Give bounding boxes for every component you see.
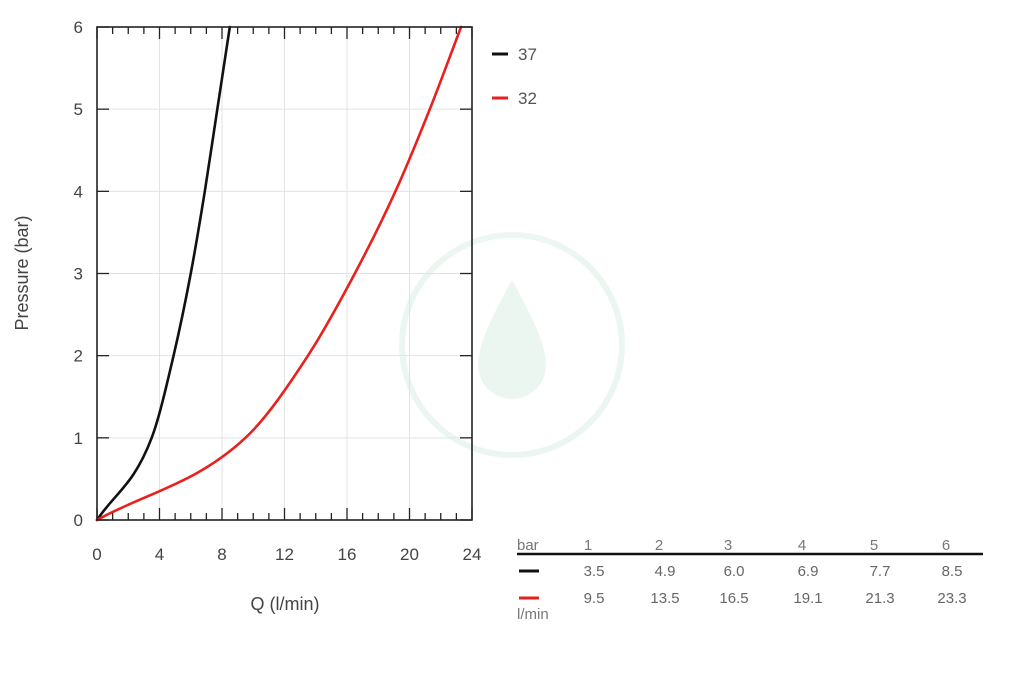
grid bbox=[96, 26, 473, 521]
y-tick-label: 3 bbox=[74, 265, 83, 284]
y-tick-label: 1 bbox=[74, 429, 83, 448]
legend-label-32: 32 bbox=[518, 89, 537, 108]
table-header-pressure: 3 bbox=[724, 537, 732, 554]
table-header-pressure: 5 bbox=[870, 537, 878, 554]
x-tick-label: 20 bbox=[400, 545, 419, 564]
table-header-pressure: 2 bbox=[655, 537, 663, 554]
y-axis-title: Pressure (bar) bbox=[12, 215, 32, 330]
y-tick-label: 2 bbox=[74, 347, 83, 366]
y-tick-label: 6 bbox=[74, 18, 83, 37]
x-tick-label: 16 bbox=[338, 545, 357, 564]
table-header-pressure: 6 bbox=[942, 537, 950, 554]
legend-label-37: 37 bbox=[518, 45, 537, 64]
x-tick-label: 12 bbox=[275, 545, 294, 564]
table-cell: 6.0 bbox=[724, 563, 745, 580]
table-cell: 8.5 bbox=[942, 563, 963, 580]
y-tick-label: 4 bbox=[74, 182, 83, 201]
table-header-bar: bar bbox=[517, 537, 539, 554]
watermark-logo bbox=[399, 232, 625, 458]
table-cell: 3.5 bbox=[584, 563, 605, 580]
x-axis-title: Q (l/min) bbox=[251, 594, 320, 614]
table-cell: 7.7 bbox=[870, 563, 891, 580]
table-unit-label: l/min bbox=[517, 606, 549, 623]
series-line-32 bbox=[95, 25, 463, 522]
x-tick-label: 8 bbox=[217, 545, 226, 564]
data-table: bar 1 2 3 4 5 6 3.5 4.9 6.0 6.9 7.7 8.5 9.5 13.5 16.5 19… bbox=[517, 537, 983, 623]
table-cell: 19.1 bbox=[793, 590, 822, 607]
table-cell: 9.5 bbox=[584, 590, 605, 607]
table-header-pressure: 4 bbox=[798, 537, 806, 554]
x-tick-label: 24 bbox=[463, 545, 482, 564]
table-cell: 16.5 bbox=[719, 590, 748, 607]
table-cell: 23.3 bbox=[937, 590, 966, 607]
table-cell: 6.9 bbox=[798, 563, 819, 580]
x-tick-label: 4 bbox=[155, 545, 164, 564]
table-cell: 13.5 bbox=[650, 590, 679, 607]
series-line-37 bbox=[95, 25, 232, 522]
table-cell: 21.3 bbox=[865, 590, 894, 607]
y-tick-label: 0 bbox=[74, 511, 83, 530]
curves bbox=[95, 25, 463, 522]
x-tick-label: 0 bbox=[92, 545, 101, 564]
y-tick-label: 5 bbox=[74, 100, 83, 119]
table-cell: 4.9 bbox=[655, 563, 676, 580]
table-header-pressure: 1 bbox=[584, 537, 592, 554]
legend: 37 32 bbox=[492, 45, 537, 108]
